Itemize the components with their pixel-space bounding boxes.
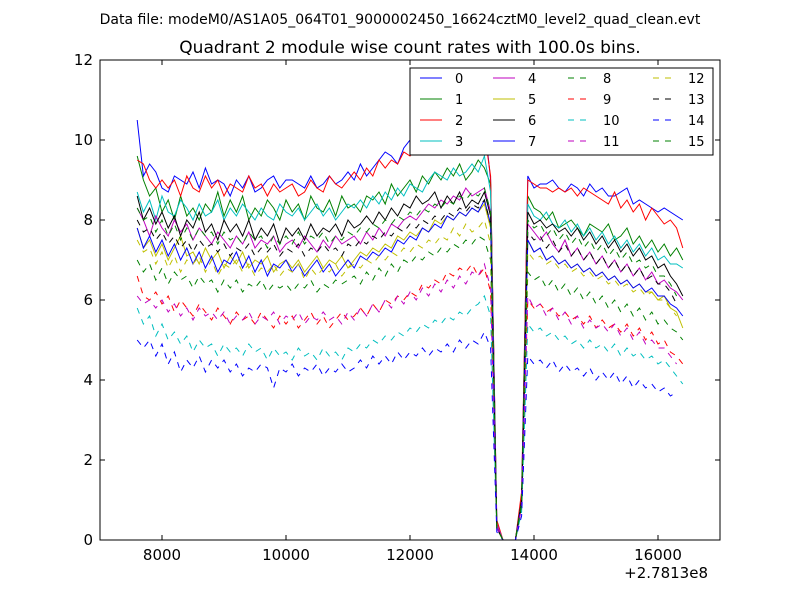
y-tick-label: 8	[83, 211, 93, 229]
x-offset-label: +2.7813e8	[624, 564, 708, 582]
legend-label-5: 5	[528, 93, 536, 108]
y-tick-label: 0	[83, 531, 93, 549]
y-tick-label: 4	[83, 371, 93, 389]
legend-label-6: 6	[528, 114, 536, 129]
series-line-3	[136, 154, 684, 540]
legend-label-14: 14	[688, 114, 705, 129]
y-tick-label: 12	[74, 51, 93, 69]
series-layer	[136, 119, 684, 540]
x-tick-label: 8000	[143, 546, 181, 564]
series-line-11	[136, 262, 677, 540]
legend-label-12: 12	[688, 72, 705, 87]
legend-label-9: 9	[603, 93, 611, 108]
series-line-10	[136, 294, 684, 540]
series-line-8	[136, 235, 684, 540]
legend-label-7: 7	[528, 135, 536, 150]
legend-label-4: 4	[528, 72, 536, 87]
legend-label-13: 13	[688, 93, 705, 108]
legend-label-1: 1	[455, 93, 463, 108]
legend-label-15: 15	[688, 135, 705, 150]
series-line-12	[136, 218, 677, 540]
chart-title: Quadrant 2 module wise count rates with …	[179, 38, 640, 58]
legend-label-2: 2	[455, 114, 463, 129]
x-tick-label: 14000	[510, 546, 558, 564]
legend-label-10: 10	[603, 114, 620, 129]
legend-label-0: 0	[455, 72, 463, 87]
series-line-15	[136, 186, 678, 540]
y-tick-label: 6	[83, 291, 93, 309]
figure-suptitle: Data file: modeM0/AS1A05_064T01_90000024…	[100, 12, 701, 28]
series-line-13	[136, 198, 678, 540]
series-line-7	[136, 198, 684, 540]
series-line-1	[136, 155, 684, 540]
x-tick-label: 10000	[262, 546, 310, 564]
legend-label-8: 8	[603, 72, 611, 87]
legend-label-11: 11	[603, 135, 620, 150]
series-line-6	[136, 190, 684, 540]
y-tick-label: 2	[83, 451, 93, 469]
series-line-2	[136, 127, 684, 540]
legend-label-3: 3	[455, 135, 463, 150]
x-tick-label: 16000	[634, 546, 682, 564]
x-tick-label: 12000	[386, 546, 434, 564]
series-line-14	[136, 330, 677, 540]
legend-box	[409, 67, 714, 156]
y-tick-label: 10	[74, 131, 93, 149]
